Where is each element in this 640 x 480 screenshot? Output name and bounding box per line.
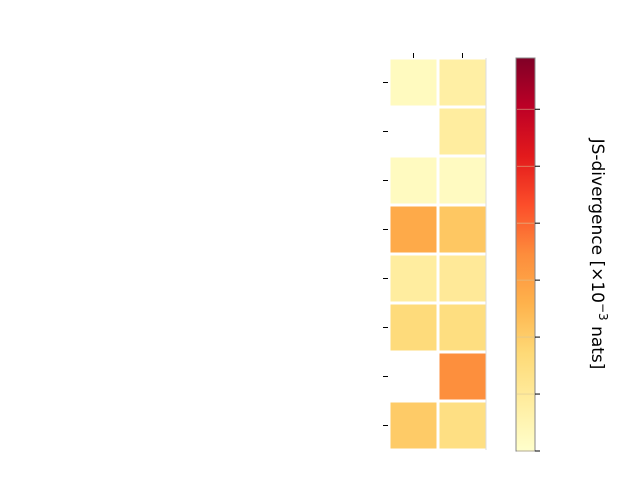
colorbar-label: JS-divergence [×10−3 nats] xyxy=(587,138,610,370)
heatmap-cell xyxy=(390,157,437,204)
heatmap-cell xyxy=(390,206,437,253)
heatmap-cell xyxy=(439,304,486,351)
colorbar-label-unit: nats] xyxy=(587,321,607,370)
heatmap-cell xyxy=(439,59,486,106)
colorbar-label-main: JS-divergence [×10 xyxy=(587,138,607,303)
heatmap-cell xyxy=(390,59,437,106)
colorbar-gradient xyxy=(515,57,536,452)
heatmap-cell xyxy=(390,255,437,302)
colorbar-label-exponent: −3 xyxy=(596,303,610,321)
heatmap-cell xyxy=(439,206,486,253)
heatmap-cell xyxy=(439,157,486,204)
colorbar: JS-divergence [×10−3 nats] xyxy=(515,57,610,452)
heatmap-cell xyxy=(390,304,437,351)
heatmap-grid xyxy=(390,59,486,449)
heatmap-cell xyxy=(390,402,437,449)
heatmap-cell xyxy=(439,255,486,302)
heatmap-axes xyxy=(383,53,487,450)
heatmap-cell xyxy=(439,108,486,155)
heatmap-cell xyxy=(439,402,486,449)
heatmap-cell xyxy=(439,353,486,400)
